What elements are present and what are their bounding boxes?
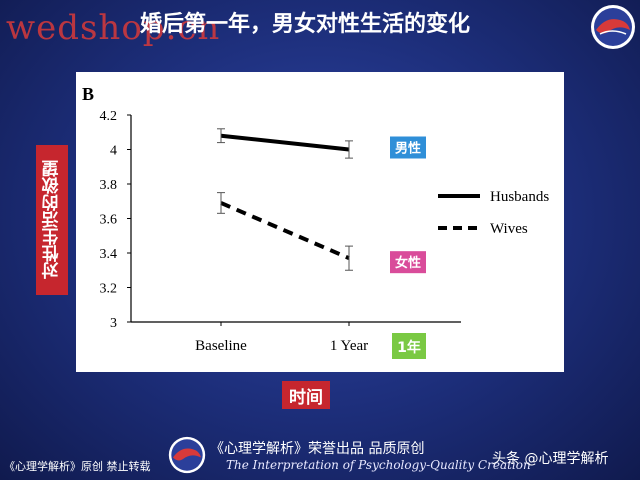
chart-svg: B 3 3.2 3.4 3.6 3.8 4 4.2 Baseline 1 Year 男性 Husban…: [82, 84, 549, 359]
series-tag-label: 女性: [395, 255, 421, 271]
y-tick-label: 3.2: [100, 282, 118, 297]
annotation-bg: [392, 333, 426, 359]
footer-logo: [168, 436, 206, 474]
footer-slogan: The Interpretation of Psychology-Quality…: [226, 458, 531, 472]
series-tag-bg: [390, 251, 426, 274]
brand-logo: [591, 5, 635, 49]
series-tag-bg: [390, 136, 426, 159]
y-axis-label: 对性生活的欲望: [36, 145, 68, 295]
legend-label: Wives: [490, 221, 528, 237]
footer-author: 头条 @心理学解析: [492, 451, 609, 467]
x-axis-label: 时间: [282, 381, 330, 409]
legend-label: Husbands: [490, 189, 549, 205]
y-tick-label: 4: [110, 144, 117, 159]
y-tick-label: 3.6: [100, 213, 118, 228]
series-line-wives: [220, 201, 350, 261]
x-tick-label: Baseline: [195, 338, 247, 354]
series-tag-label: 男性: [395, 141, 421, 157]
watermark-text: wedshop.cn: [6, 8, 221, 48]
copyright-note: 《心理学解析》原创 禁止转载: [4, 460, 151, 473]
y-tick-label: 3: [110, 316, 117, 331]
y-tick-label: 4.2: [100, 109, 118, 124]
footer-brand: 《心理学解析》荣誉出品 品质原创: [210, 441, 425, 457]
y-tick-label: 3.4: [100, 247, 118, 262]
panel-label: B: [82, 84, 94, 104]
y-tick-label: 3.8: [100, 178, 118, 193]
annotation-label: 1年: [397, 339, 421, 356]
x-tick-label: 1 Year: [330, 338, 368, 354]
series-line-husbands: [220, 133, 350, 152]
chart-panel: B 3 3.2 3.4 3.6 3.8 4 4.2 Baseline 1 Year 男性 Husban…: [76, 72, 564, 372]
page-title: 婚后第一年，男女对性生活的变化: [140, 12, 471, 37]
